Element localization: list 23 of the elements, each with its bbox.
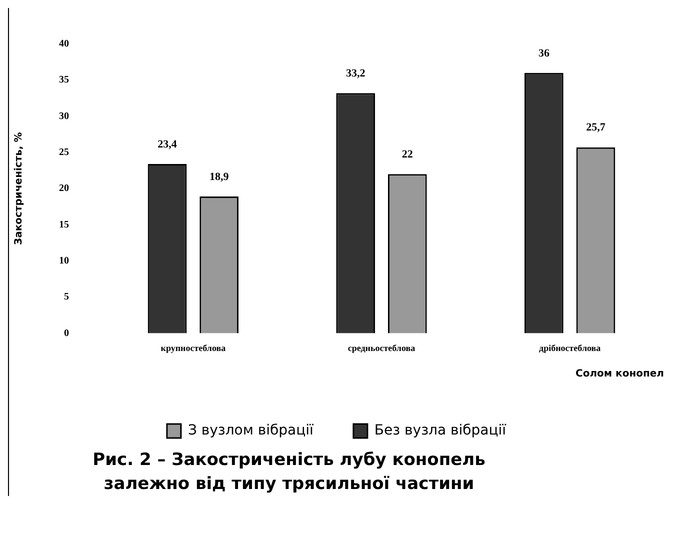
data-label: 25,7 bbox=[586, 122, 606, 134]
y-axis-title: Закостриченість, % bbox=[14, 132, 25, 245]
data-label: 22 bbox=[402, 148, 414, 160]
x-tick-label: средньостеблова bbox=[348, 342, 416, 353]
x-tick-label: крупностеблова bbox=[160, 342, 226, 353]
y-tick-label: 5 bbox=[64, 292, 69, 303]
legend-label: З вузлом вібрації bbox=[188, 422, 314, 439]
y-tick-label: 35 bbox=[59, 74, 69, 86]
x-tick-label: дрібностеблова bbox=[539, 342, 602, 353]
y-tick-label: 40 bbox=[59, 38, 69, 50]
data-label: 23,4 bbox=[158, 138, 178, 150]
y-tick-label: 30 bbox=[59, 110, 69, 122]
y-tick-label: 0 bbox=[64, 328, 69, 339]
y-tick-label: 10 bbox=[59, 255, 69, 266]
y-tick-label: 15 bbox=[59, 219, 69, 230]
text: Рис. 2 – Закостриченість лубу конопель залежно від типу трясильної частини bbox=[92, 449, 486, 496]
y-tick-label: 25 bbox=[59, 147, 69, 158]
y-tick-label: 20 bbox=[59, 183, 69, 194]
x-axis-title: Солом конопел bbox=[575, 368, 664, 380]
data-label: 33,2 bbox=[346, 68, 366, 80]
legend-label: Без вузла вібрації bbox=[374, 422, 506, 439]
data-label: 18,9 bbox=[209, 170, 230, 183]
data-label: 36 bbox=[538, 47, 550, 60]
